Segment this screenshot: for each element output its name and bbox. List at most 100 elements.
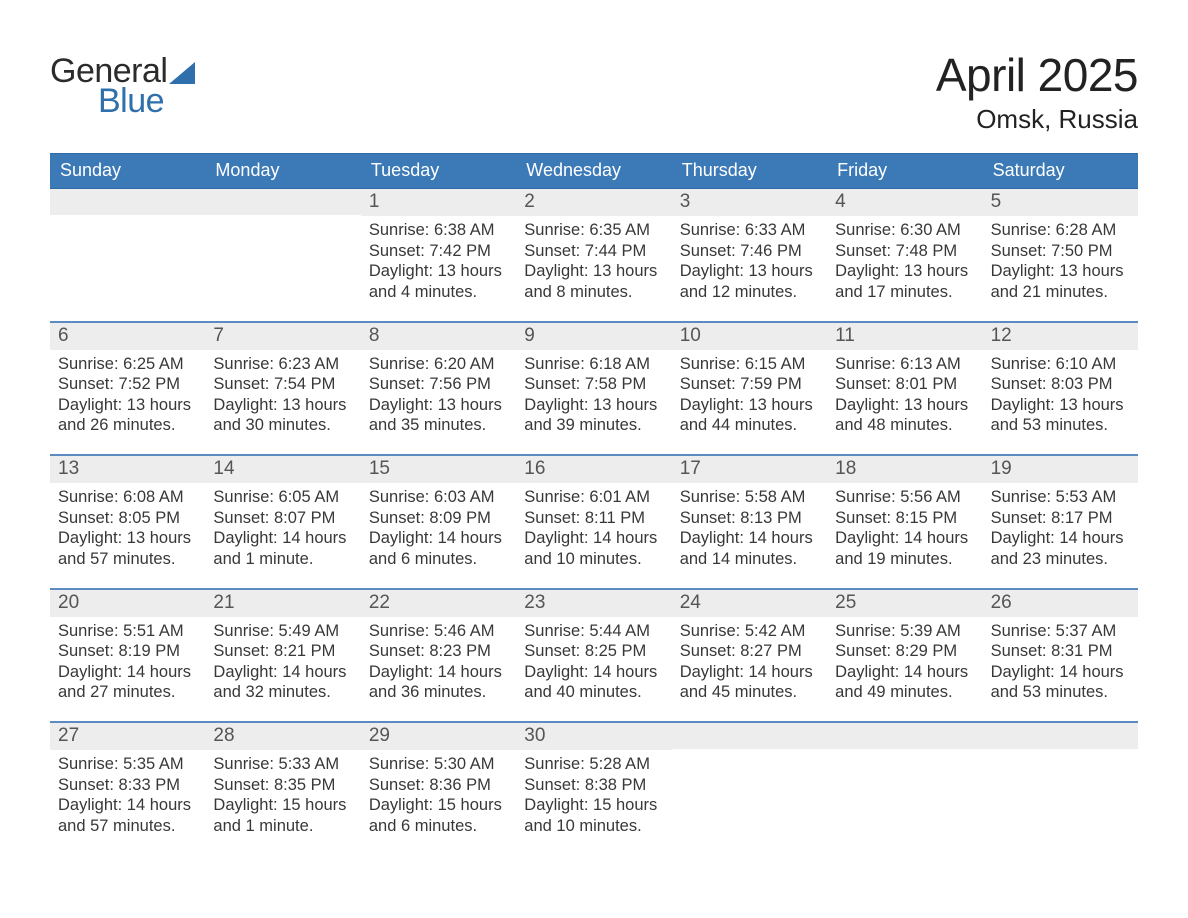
page-root: General Blue April 2025 Omsk, Russia Sun… [0,0,1188,918]
sunrise-line: Sunrise: 5:51 AM [58,621,197,642]
calendar-cell: 28Sunrise: 5:33 AMSunset: 8:35 PMDayligh… [205,723,360,855]
day-number: 10 [672,323,827,350]
calendar-cell: 9Sunrise: 6:18 AMSunset: 7:58 PMDaylight… [516,323,671,455]
daylight-line: Daylight: 14 hours and 19 minutes. [835,528,974,569]
calendar-cell: 22Sunrise: 5:46 AMSunset: 8:23 PMDayligh… [361,590,516,722]
sunrise-line: Sunrise: 5:44 AM [524,621,663,642]
day-details [680,753,819,833]
daylight-line: Daylight: 13 hours and 26 minutes. [58,395,197,436]
day-details: Sunrise: 6:35 AMSunset: 7:44 PMDaylight:… [524,220,663,303]
day-details: Sunrise: 6:08 AMSunset: 8:05 PMDaylight:… [58,487,197,570]
day-details: Sunrise: 5:53 AMSunset: 8:17 PMDaylight:… [991,487,1130,570]
day-number: 20 [50,590,205,617]
daylight-line: Daylight: 13 hours and 39 minutes. [524,395,663,436]
day-details: Sunrise: 5:58 AMSunset: 8:13 PMDaylight:… [680,487,819,570]
day-details: Sunrise: 5:51 AMSunset: 8:19 PMDaylight:… [58,621,197,704]
day-number: 7 [205,323,360,350]
calendar: SundayMondayTuesdayWednesdayThursdayFrid… [50,153,1138,855]
day-details: Sunrise: 5:37 AMSunset: 8:31 PMDaylight:… [991,621,1130,704]
calendar-cell: 7 Sunrise: 6:23 AMSunset: 7:54 PMDaylight… [205,323,360,455]
daylight-line: Daylight: 13 hours and 53 minutes. [991,395,1130,436]
sunset-line: Sunset: 8:13 PM [680,508,819,529]
calendar-cell: 13 Sunrise: 6:08 AMSunset: 8:05 PMDayligh… [50,456,205,588]
calendar-cell: 4Sunrise: 6:30 AMSunset: 7:48 PMDaylight… [827,189,982,321]
calendar-cell: 24Sunrise: 5:42 AMSunset: 8:27 PMDayligh… [672,590,827,722]
daylight-line: Daylight: 14 hours and 32 minutes. [213,662,352,703]
daylight-line: Daylight: 13 hours and 4 minutes. [369,261,508,302]
sunrise-line: Sunrise: 6:33 AM [680,220,819,241]
day-details: Sunrise: 5:39 AMSunset: 8:29 PMDaylight:… [835,621,974,704]
sunset-line: Sunset: 8:23 PM [369,641,508,662]
sunset-line: Sunset: 8:29 PM [835,641,974,662]
calendar-cell: 23Sunrise: 5:44 AMSunset: 8:25 PMDayligh… [516,590,671,722]
daylight-line: Daylight: 14 hours and 57 minutes. [58,795,197,836]
title-month: April 2025 [936,48,1138,102]
calendar-cell: 6Sunrise: 6:25 AMSunset: 7:52 PMDaylight… [50,323,205,455]
sunrise-line: Sunrise: 5:49 AM [213,621,352,642]
day-number: 22 [361,590,516,617]
day-number: 11 [827,323,982,350]
calendar-header-row: SundayMondayTuesdayWednesdayThursdayFrid… [50,153,1138,189]
day-number: 2 [516,189,671,216]
sunset-line: Sunset: 7:52 PM [58,374,197,395]
day-number: 5 [983,189,1138,216]
day-number: 25 [827,590,982,617]
calendar-cell [827,723,982,855]
calendar-cell: 3Sunrise: 6:33 AMSunset: 7:46 PMDaylight… [672,189,827,321]
daylight-line: Daylight: 13 hours and 57 minutes. [58,528,197,569]
sunrise-line: Sunrise: 6:25 AM [58,354,197,375]
day-number: 15 [361,456,516,483]
day-details: Sunrise: 6:01 AMSunset: 8:11 PMDaylight:… [524,487,663,570]
daylight-line: Daylight: 14 hours and 27 minutes. [58,662,197,703]
sunset-line: Sunset: 8:35 PM [213,775,352,796]
calendar-cell [672,723,827,855]
day-number: 24 [672,590,827,617]
title-location: Omsk, Russia [936,104,1138,135]
day-number: 27 [50,723,205,750]
sunset-line: Sunset: 7:56 PM [369,374,508,395]
daylight-line: Daylight: 14 hours and 45 minutes. [680,662,819,703]
sunrise-line: Sunrise: 6:03 AM [369,487,508,508]
day-number [983,723,1138,749]
calendar-cell: 14Sunrise: 6:05 AMSunset: 8:07 PMDayligh… [205,456,360,588]
daylight-line: Daylight: 13 hours and 44 minutes. [680,395,819,436]
calendar-cell: 15 Sunrise: 6:03 AMSunset: 8:09 PMDayligh… [361,456,516,588]
day-number: 30 [516,723,671,750]
daylight-line: Daylight: 15 hours and 6 minutes. [369,795,508,836]
sunset-line: Sunset: 7:48 PM [835,241,974,262]
daylight-line: Daylight: 13 hours and 8 minutes. [524,261,663,302]
day-details [58,219,197,299]
daylight-line: Daylight: 14 hours and 6 minutes. [369,528,508,569]
weekday-header: Friday [827,154,982,188]
sunrise-line: Sunrise: 6:01 AM [524,487,663,508]
day-details: Sunrise: 5:56 AMSunset: 8:15 PMDaylight:… [835,487,974,570]
day-details: Sunrise: 6:10 AMSunset: 8:03 PMDaylight:… [991,354,1130,437]
calendar-cell: 2 Sunrise: 6:35 AMSunset: 7:44 PMDaylight… [516,189,671,321]
daylight-line: Daylight: 13 hours and 17 minutes. [835,261,974,302]
calendar-cell: 27Sunrise: 5:35 AMSunset: 8:33 PMDayligh… [50,723,205,855]
sunset-line: Sunset: 8:21 PM [213,641,352,662]
sunset-line: Sunset: 8:17 PM [991,508,1130,529]
day-number [205,189,360,215]
day-number: 21 [205,590,360,617]
sunrise-line: Sunrise: 5:28 AM [524,754,663,775]
calendar-cell: 8Sunrise: 6:20 AMSunset: 7:56 PMDaylight… [361,323,516,455]
sunrise-line: Sunrise: 6:18 AM [524,354,663,375]
day-number: 13 [50,456,205,483]
calendar-cell: 26Sunrise: 5:37 AMSunset: 8:31 PMDayligh… [983,590,1138,722]
sunrise-line: Sunrise: 6:15 AM [680,354,819,375]
sunrise-line: Sunrise: 6:08 AM [58,487,197,508]
calendar-cell: 5Sunrise: 6:28 AMSunset: 7:50 PMDaylight… [983,189,1138,321]
calendar-week: 1Sunrise: 6:38 AMSunset: 7:42 PMDaylight… [50,189,1138,321]
calendar-week: 20 Sunrise: 5:51 AMSunset: 8:19 PMDayligh… [50,588,1138,722]
sunrise-line: Sunrise: 6:38 AM [369,220,508,241]
day-details: Sunrise: 6:33 AMSunset: 7:46 PMDaylight:… [680,220,819,303]
day-details [835,753,974,833]
day-number: 28 [205,723,360,750]
day-details: Sunrise: 6:30 AMSunset: 7:48 PMDaylight:… [835,220,974,303]
day-details: Sunrise: 6:23 AMSunset: 7:54 PMDaylight:… [213,354,352,437]
sunrise-line: Sunrise: 6:20 AM [369,354,508,375]
day-details: Sunrise: 6:03 AMSunset: 8:09 PMDaylight:… [369,487,508,570]
weekday-header: Saturday [983,154,1138,188]
day-details: Sunrise: 5:44 AMSunset: 8:25 PMDaylight:… [524,621,663,704]
